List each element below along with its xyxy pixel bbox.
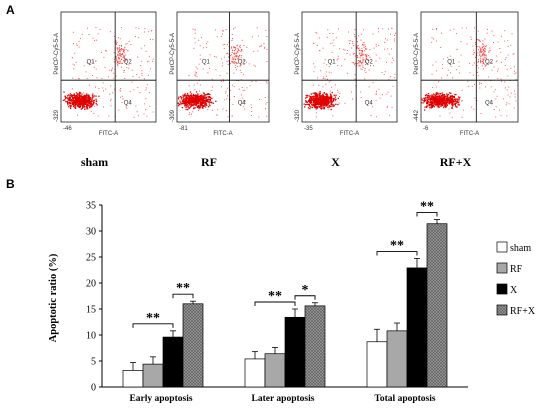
- significance-label: **: [390, 239, 404, 254]
- legend-swatch: [496, 304, 508, 316]
- event-dots: [177, 27, 268, 118]
- significance-label: **: [176, 281, 190, 296]
- condition-label: X: [331, 155, 340, 169]
- bar-x: [162, 336, 184, 388]
- event-dots: [62, 27, 154, 118]
- legend-label: RF+X: [510, 306, 536, 317]
- bar-sham: [366, 341, 388, 388]
- quadrant-label-q4: Q4: [365, 100, 374, 106]
- apoptosis-bar-chart: Apoptotic ratio (%) 0 5 10 15 20 25 30 35 Early …: [48, 200, 468, 404]
- significance-bracket: [416, 212, 438, 217]
- y-tick-label: 30: [86, 227, 96, 238]
- category-label: Early apoptosis: [129, 394, 192, 404]
- y-tick-label: 20: [86, 279, 96, 290]
- quadrant-label-q2: Q2: [365, 60, 374, 66]
- flow-x-axis-label: FITC-A: [213, 131, 232, 137]
- bar-rf: [264, 353, 286, 388]
- flow-x-axis-label: FITC-A: [99, 131, 118, 137]
- quadrant-label-q1: Q1: [328, 60, 337, 66]
- condition-label: RF: [201, 155, 217, 169]
- condition-label: RF+X: [440, 155, 472, 169]
- flow-y-min-tick: -442: [414, 109, 420, 122]
- panel-label-a: A: [6, 3, 15, 17]
- chart-legend: sham RF X RF+X: [496, 241, 536, 317]
- flow-y-min-tick: -309: [170, 109, 176, 122]
- y-tick-label: 25: [86, 253, 96, 264]
- legend-swatch: [496, 262, 508, 274]
- quadrant-label-q4: Q4: [124, 100, 133, 106]
- bar-sham: [122, 370, 144, 388]
- y-tick-label: 35: [86, 201, 96, 212]
- bar-rf: [386, 330, 408, 388]
- panel-label-b: B: [6, 177, 15, 191]
- category-label: Total apoptosis: [374, 394, 435, 404]
- significance-bracket: [376, 251, 418, 256]
- condition-label: sham: [81, 155, 108, 169]
- bar-rf-plus-x: [426, 223, 448, 388]
- significance-label: **: [146, 311, 160, 326]
- flow-plot-4: Q1 Q2 Q4 PerCP-Cy5-5-A -442-6 FITC-A RF+X: [414, 11, 519, 169]
- bar-x: [284, 316, 306, 388]
- y-tick-label: 0: [91, 383, 96, 394]
- category-label: Later apoptosis: [252, 394, 315, 404]
- bar-sham: [244, 358, 266, 388]
- event-dots: [421, 27, 517, 118]
- legend-swatch: [496, 283, 508, 295]
- flow-y-axis-label: PerCP-Cy5-5-A: [414, 33, 420, 75]
- y-tick-label: 5: [91, 357, 96, 368]
- quadrant-label-q2: Q2: [485, 60, 494, 66]
- significance-label: *: [302, 283, 309, 298]
- flow-plot-1: Q1 Q2 Q4 PerCP-Cy5-5-A -329-46 FITC-A sham: [54, 11, 157, 169]
- quadrant-label-q4: Q4: [485, 100, 494, 106]
- quadrant-label-q2: Q2: [238, 60, 247, 66]
- legend-label: sham: [510, 243, 531, 254]
- legend-label: RF: [510, 264, 523, 275]
- quadrant-label-q4: Q4: [238, 100, 247, 106]
- bar-x: [406, 267, 428, 388]
- quadrant-label-q2: Q2: [124, 60, 133, 66]
- significance-label: **: [268, 289, 282, 304]
- flow-plot-2: Q1 Q2 Q4 PerCP-Cy5-5-A -309-81 FITC-A RF: [170, 11, 270, 169]
- flow-plot-3: Q1 Q2 Q4 PerCP-Cy5-5-A -320-35 FITC-A X: [295, 11, 398, 169]
- significance-bracket: [172, 293, 194, 299]
- flow-x-min-tick: -81: [179, 126, 188, 132]
- bar-rf-plus-x: [182, 303, 204, 388]
- legend-swatch: [496, 241, 508, 253]
- bar-rf-plus-x: [304, 305, 326, 388]
- legend-label: X: [510, 285, 518, 296]
- y-axis-label: Apoptotic ratio (%): [48, 253, 59, 342]
- flow-y-min-tick: -329: [54, 109, 60, 122]
- flow-cytometry-panels: Q1 Q2 Q4 PerCP-Cy5-5-A -329-46 FITC-A sham Q1 Q2…: [54, 11, 519, 169]
- flow-x-axis-label: FITC-A: [340, 131, 359, 137]
- quadrant-label-q1: Q1: [87, 60, 96, 66]
- flow-y-axis-label: PerCP-Cy5-5-A: [54, 33, 60, 75]
- significance-bracket: [254, 301, 296, 306]
- flow-x-min-tick: -6: [423, 126, 429, 132]
- flow-x-axis-label: FITC-A: [460, 131, 479, 137]
- quadrant-label-q1: Q1: [447, 60, 456, 66]
- flow-x-min-tick: -46: [63, 126, 72, 132]
- significance-label: **: [420, 200, 434, 215]
- significance-bracket: [132, 323, 174, 328]
- flow-y-min-tick: -320: [295, 109, 301, 122]
- y-tick-label: 15: [86, 305, 96, 316]
- y-tick-label: 10: [86, 331, 96, 342]
- quadrant-label-q1: Q1: [202, 60, 211, 66]
- flow-y-axis-label: PerCP-Cy5-5-A: [295, 33, 301, 75]
- event-dots: [303, 27, 396, 118]
- significance-bracket: [294, 295, 316, 300]
- flow-y-axis-label: PerCP-Cy5-5-A: [170, 33, 176, 75]
- bar-rf: [142, 363, 164, 388]
- flow-x-min-tick: -35: [304, 126, 313, 132]
